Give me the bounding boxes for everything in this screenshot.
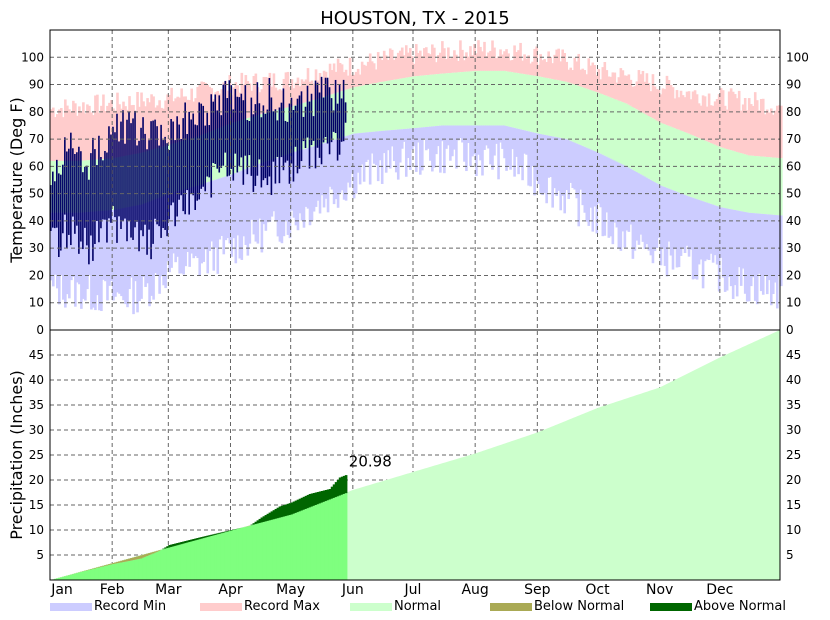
month-label: Jun — [341, 582, 364, 598]
temperature-tick-right: 50 — [786, 187, 801, 201]
chart-title: HOUSTON, TX - 2015 — [320, 8, 509, 29]
month-label: Nov — [646, 582, 673, 598]
precipitation-tick-left: 40 — [29, 373, 44, 387]
month-label: Apr — [218, 582, 242, 598]
precip-total-label: 20.98 — [349, 453, 392, 471]
legend-swatch — [50, 603, 92, 611]
legend-swatch — [350, 603, 392, 611]
precipitation-tick-labels: 5 5 10 10 15 15 20 20 25 25 30 30 35 35 40 40 45 45 — [29, 348, 802, 562]
precipitation-tick-left: 30 — [29, 423, 44, 437]
temperature-tick-left: 20 — [29, 268, 44, 282]
precipitation-tick-left: 35 — [29, 398, 44, 412]
precipitation-frame — [49, 329, 781, 581]
precipitation-tick-right: 15 — [786, 498, 801, 512]
temperature-tick-right: 70 — [786, 132, 801, 146]
temperature-tick-left: 10 — [29, 296, 44, 310]
precipitation-tick-right: 35 — [786, 398, 801, 412]
month-label: Aug — [461, 582, 488, 598]
temperature-tick-left: 100 — [21, 50, 44, 64]
precipitation-tick-left: 10 — [29, 523, 44, 537]
month-label: Feb — [100, 582, 125, 598]
temperature-tick-right: 10 — [786, 296, 801, 310]
month-label: Jan — [50, 582, 73, 598]
temperature-tick-right: 30 — [786, 241, 801, 255]
temperature-tick-left: 60 — [29, 159, 44, 173]
temperature-tick-right: 60 — [786, 159, 801, 173]
precipitation-tick-left: 5 — [36, 548, 44, 562]
precipitation-tick-right: 20 — [786, 473, 801, 487]
month-label: Dec — [706, 582, 733, 598]
precipitation-tick-right: 5 — [786, 548, 794, 562]
precipitation-panel: 20.98 5 5 10 10 15 15 20 20 25 25 30 30 35 35 40 40 45 45 — [29, 329, 802, 581]
temperature-tick-right: 100 — [786, 50, 809, 64]
precipitation-tick-right: 45 — [786, 348, 801, 362]
month-label: Mar — [155, 582, 182, 598]
month-axis: Jan Feb Mar Apr May Jun Jul Aug Sep Oct Nov Dec — [50, 582, 733, 598]
legend-label: Record Min — [94, 599, 166, 614]
temperature-tick-labels: 0 0 10 10 20 20 30 30 40 40 50 50 60 60 70 70 80 80 90 90 10… — [21, 50, 809, 337]
temperature-tick-right: 20 — [786, 268, 801, 282]
legend-label: Normal — [394, 599, 441, 614]
temperature-tick-left: 70 — [29, 132, 44, 146]
temperature-tick-left: 90 — [29, 78, 44, 92]
legend-label: Record Max — [244, 599, 320, 614]
temperature-panel: 0 0 10 10 20 20 30 30 40 40 50 50 60 60 70 70 80 80 90 90 10… — [21, 29, 809, 580]
temperature-tick-left: 0 — [36, 323, 44, 337]
temperature-tick-right: 40 — [786, 214, 801, 228]
legend-swatch — [490, 603, 532, 611]
month-label: Oct — [585, 582, 610, 598]
precipitation-tick-right: 10 — [786, 523, 801, 537]
legend: Record Min Record Max Normal Below Normal Ab… — [50, 599, 786, 614]
precipitation-tick-left: 25 — [29, 448, 44, 462]
month-label: Jul — [404, 582, 422, 598]
temperature-tick-right: 0 — [786, 323, 794, 337]
precipitation-tick-left: 15 — [29, 498, 44, 512]
precipitation-tick-right: 25 — [786, 448, 801, 462]
legend-swatch — [650, 603, 692, 611]
precip-normal-area — [50, 330, 780, 580]
precipitation-tick-right: 30 — [786, 423, 801, 437]
legend-swatch — [200, 603, 242, 611]
temperature-tick-right: 80 — [786, 105, 801, 119]
temperature-y-label: Temperature (Deg F) — [7, 97, 26, 264]
precipitation-tick-right: 40 — [786, 373, 801, 387]
legend-label: Above Normal — [694, 599, 786, 614]
temperature-tick-right: 90 — [786, 78, 801, 92]
precipitation-tick-left: 20 — [29, 473, 44, 487]
month-label: Sep — [524, 582, 551, 598]
observed-temperature-bars — [50, 76, 347, 265]
temperature-tick-left: 80 — [29, 105, 44, 119]
precipitation-tick-left: 45 — [29, 348, 44, 362]
temperature-tick-left: 30 — [29, 241, 44, 255]
precipitation-y-label: Precipitation (Inches) — [7, 370, 26, 540]
precip-observed-bars — [52, 475, 348, 580]
temperature-tick-left: 50 — [29, 187, 44, 201]
temperature-tick-left: 40 — [29, 214, 44, 228]
month-label: May — [276, 582, 305, 598]
legend-label: Below Normal — [534, 599, 624, 614]
